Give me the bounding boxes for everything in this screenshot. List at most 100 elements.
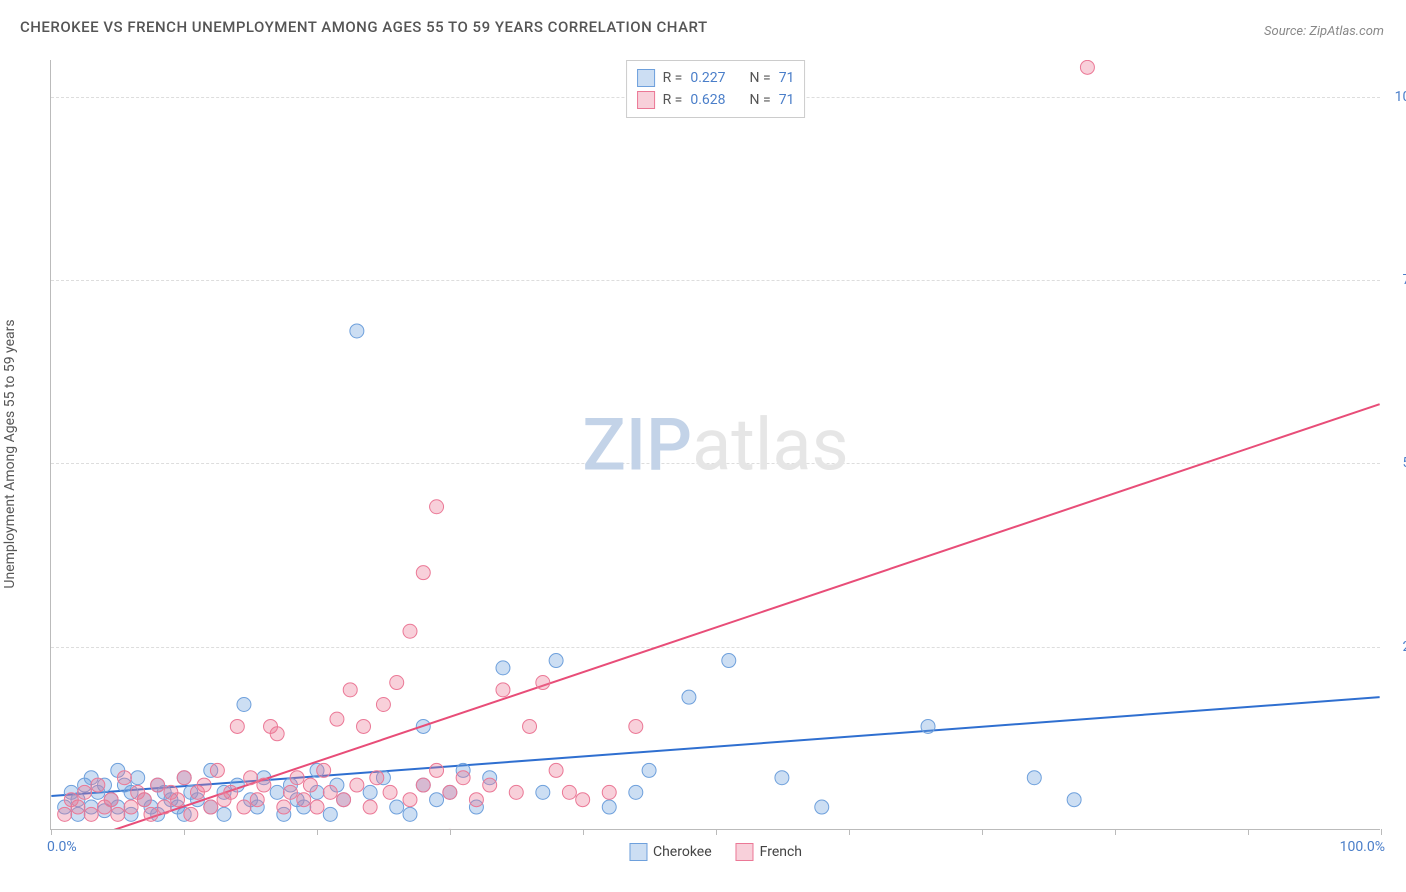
- x-tick: [583, 829, 584, 835]
- data-point: [58, 807, 72, 821]
- n-value: 71: [779, 70, 795, 86]
- data-point: [204, 800, 218, 814]
- x-tick-label: 100.0%: [1331, 839, 1385, 855]
- r-value: 0.628: [690, 92, 725, 108]
- data-point: [483, 778, 497, 792]
- data-point: [124, 800, 138, 814]
- data-point: [357, 719, 371, 733]
- legend-label: Cherokee: [653, 844, 712, 860]
- data-point: [390, 676, 404, 690]
- data-point: [430, 793, 444, 807]
- data-point: [430, 500, 444, 514]
- x-tick: [716, 829, 717, 835]
- y-tick-label: 25.0%: [1385, 639, 1406, 655]
- data-point: [257, 778, 271, 792]
- data-point: [217, 807, 231, 821]
- data-point: [323, 807, 337, 821]
- x-tick: [849, 829, 850, 835]
- data-point: [416, 778, 430, 792]
- data-point: [469, 793, 483, 807]
- data-point: [1027, 771, 1041, 785]
- data-point: [297, 793, 311, 807]
- y-tick-label: 75.0%: [1385, 272, 1406, 288]
- data-point: [576, 793, 590, 807]
- legend-row: R = 0.227 N = 71: [637, 67, 795, 89]
- x-tick: [1115, 829, 1116, 835]
- x-tick-label: 0.0%: [47, 839, 77, 855]
- data-point: [84, 807, 98, 821]
- data-point: [376, 698, 390, 712]
- data-point: [177, 771, 191, 785]
- data-point: [562, 785, 576, 799]
- data-point: [250, 793, 264, 807]
- legend-item-cherokee: Cherokee: [629, 843, 712, 861]
- data-point: [443, 785, 457, 799]
- data-point: [323, 785, 337, 799]
- y-axis-label: Unemployment Among Ages 55 to 59 years: [2, 319, 18, 588]
- data-point: [1080, 60, 1094, 74]
- source-attribution: Source: ZipAtlas.com: [1264, 24, 1384, 39]
- r-label: R =: [663, 92, 683, 108]
- data-point: [775, 771, 789, 785]
- data-point: [642, 763, 656, 777]
- data-point: [403, 793, 417, 807]
- data-point: [197, 778, 211, 792]
- legend-swatch-cherokee: [629, 843, 647, 861]
- data-point: [363, 785, 377, 799]
- data-point: [210, 763, 224, 777]
- data-point: [390, 800, 404, 814]
- data-point: [330, 712, 344, 726]
- data-point: [536, 676, 550, 690]
- data-point: [416, 566, 430, 580]
- data-point: [403, 624, 417, 638]
- data-point: [629, 719, 643, 733]
- data-point: [111, 807, 125, 821]
- legend-swatch-french: [736, 843, 754, 861]
- data-point: [602, 785, 616, 799]
- chart-title: CHEROKEE VS FRENCH UNEMPLOYMENT AMONG AG…: [20, 18, 708, 36]
- data-point: [343, 683, 357, 697]
- data-point: [117, 771, 131, 785]
- data-point: [496, 661, 510, 675]
- data-point: [151, 778, 165, 792]
- data-point: [363, 800, 377, 814]
- data-point: [549, 763, 563, 777]
- n-label: N =: [750, 70, 771, 86]
- data-point: [184, 807, 198, 821]
- data-point: [337, 793, 351, 807]
- data-point: [71, 800, 85, 814]
- legend-swatch-cherokee: [637, 69, 655, 87]
- data-point: [171, 793, 185, 807]
- data-point: [370, 771, 384, 785]
- r-label: R =: [663, 70, 683, 86]
- data-point: [509, 785, 523, 799]
- data-point: [430, 763, 444, 777]
- x-tick: [184, 829, 185, 835]
- data-point: [523, 719, 537, 733]
- data-point: [456, 771, 470, 785]
- data-point: [303, 778, 317, 792]
- trend-line-french: [51, 404, 1379, 829]
- data-point: [290, 771, 304, 785]
- legend-row: R = 0.628 N = 71: [637, 89, 795, 111]
- data-point: [722, 654, 736, 668]
- data-point: [496, 683, 510, 697]
- x-tick: [317, 829, 318, 835]
- data-point: [350, 778, 364, 792]
- data-point: [350, 324, 364, 338]
- data-point: [629, 785, 643, 799]
- y-tick-label: 100.0%: [1385, 89, 1406, 105]
- x-tick: [51, 829, 52, 835]
- data-point: [536, 785, 550, 799]
- data-point: [815, 800, 829, 814]
- data-point: [237, 800, 251, 814]
- x-tick: [1381, 829, 1382, 835]
- data-point: [602, 800, 616, 814]
- data-point: [270, 785, 284, 799]
- data-point: [104, 793, 118, 807]
- data-point: [1067, 793, 1081, 807]
- data-point: [682, 690, 696, 704]
- legend-swatch-french: [637, 91, 655, 109]
- correlation-chart: CHEROKEE VS FRENCH UNEMPLOYMENT AMONG AG…: [0, 0, 1406, 892]
- data-point: [157, 800, 171, 814]
